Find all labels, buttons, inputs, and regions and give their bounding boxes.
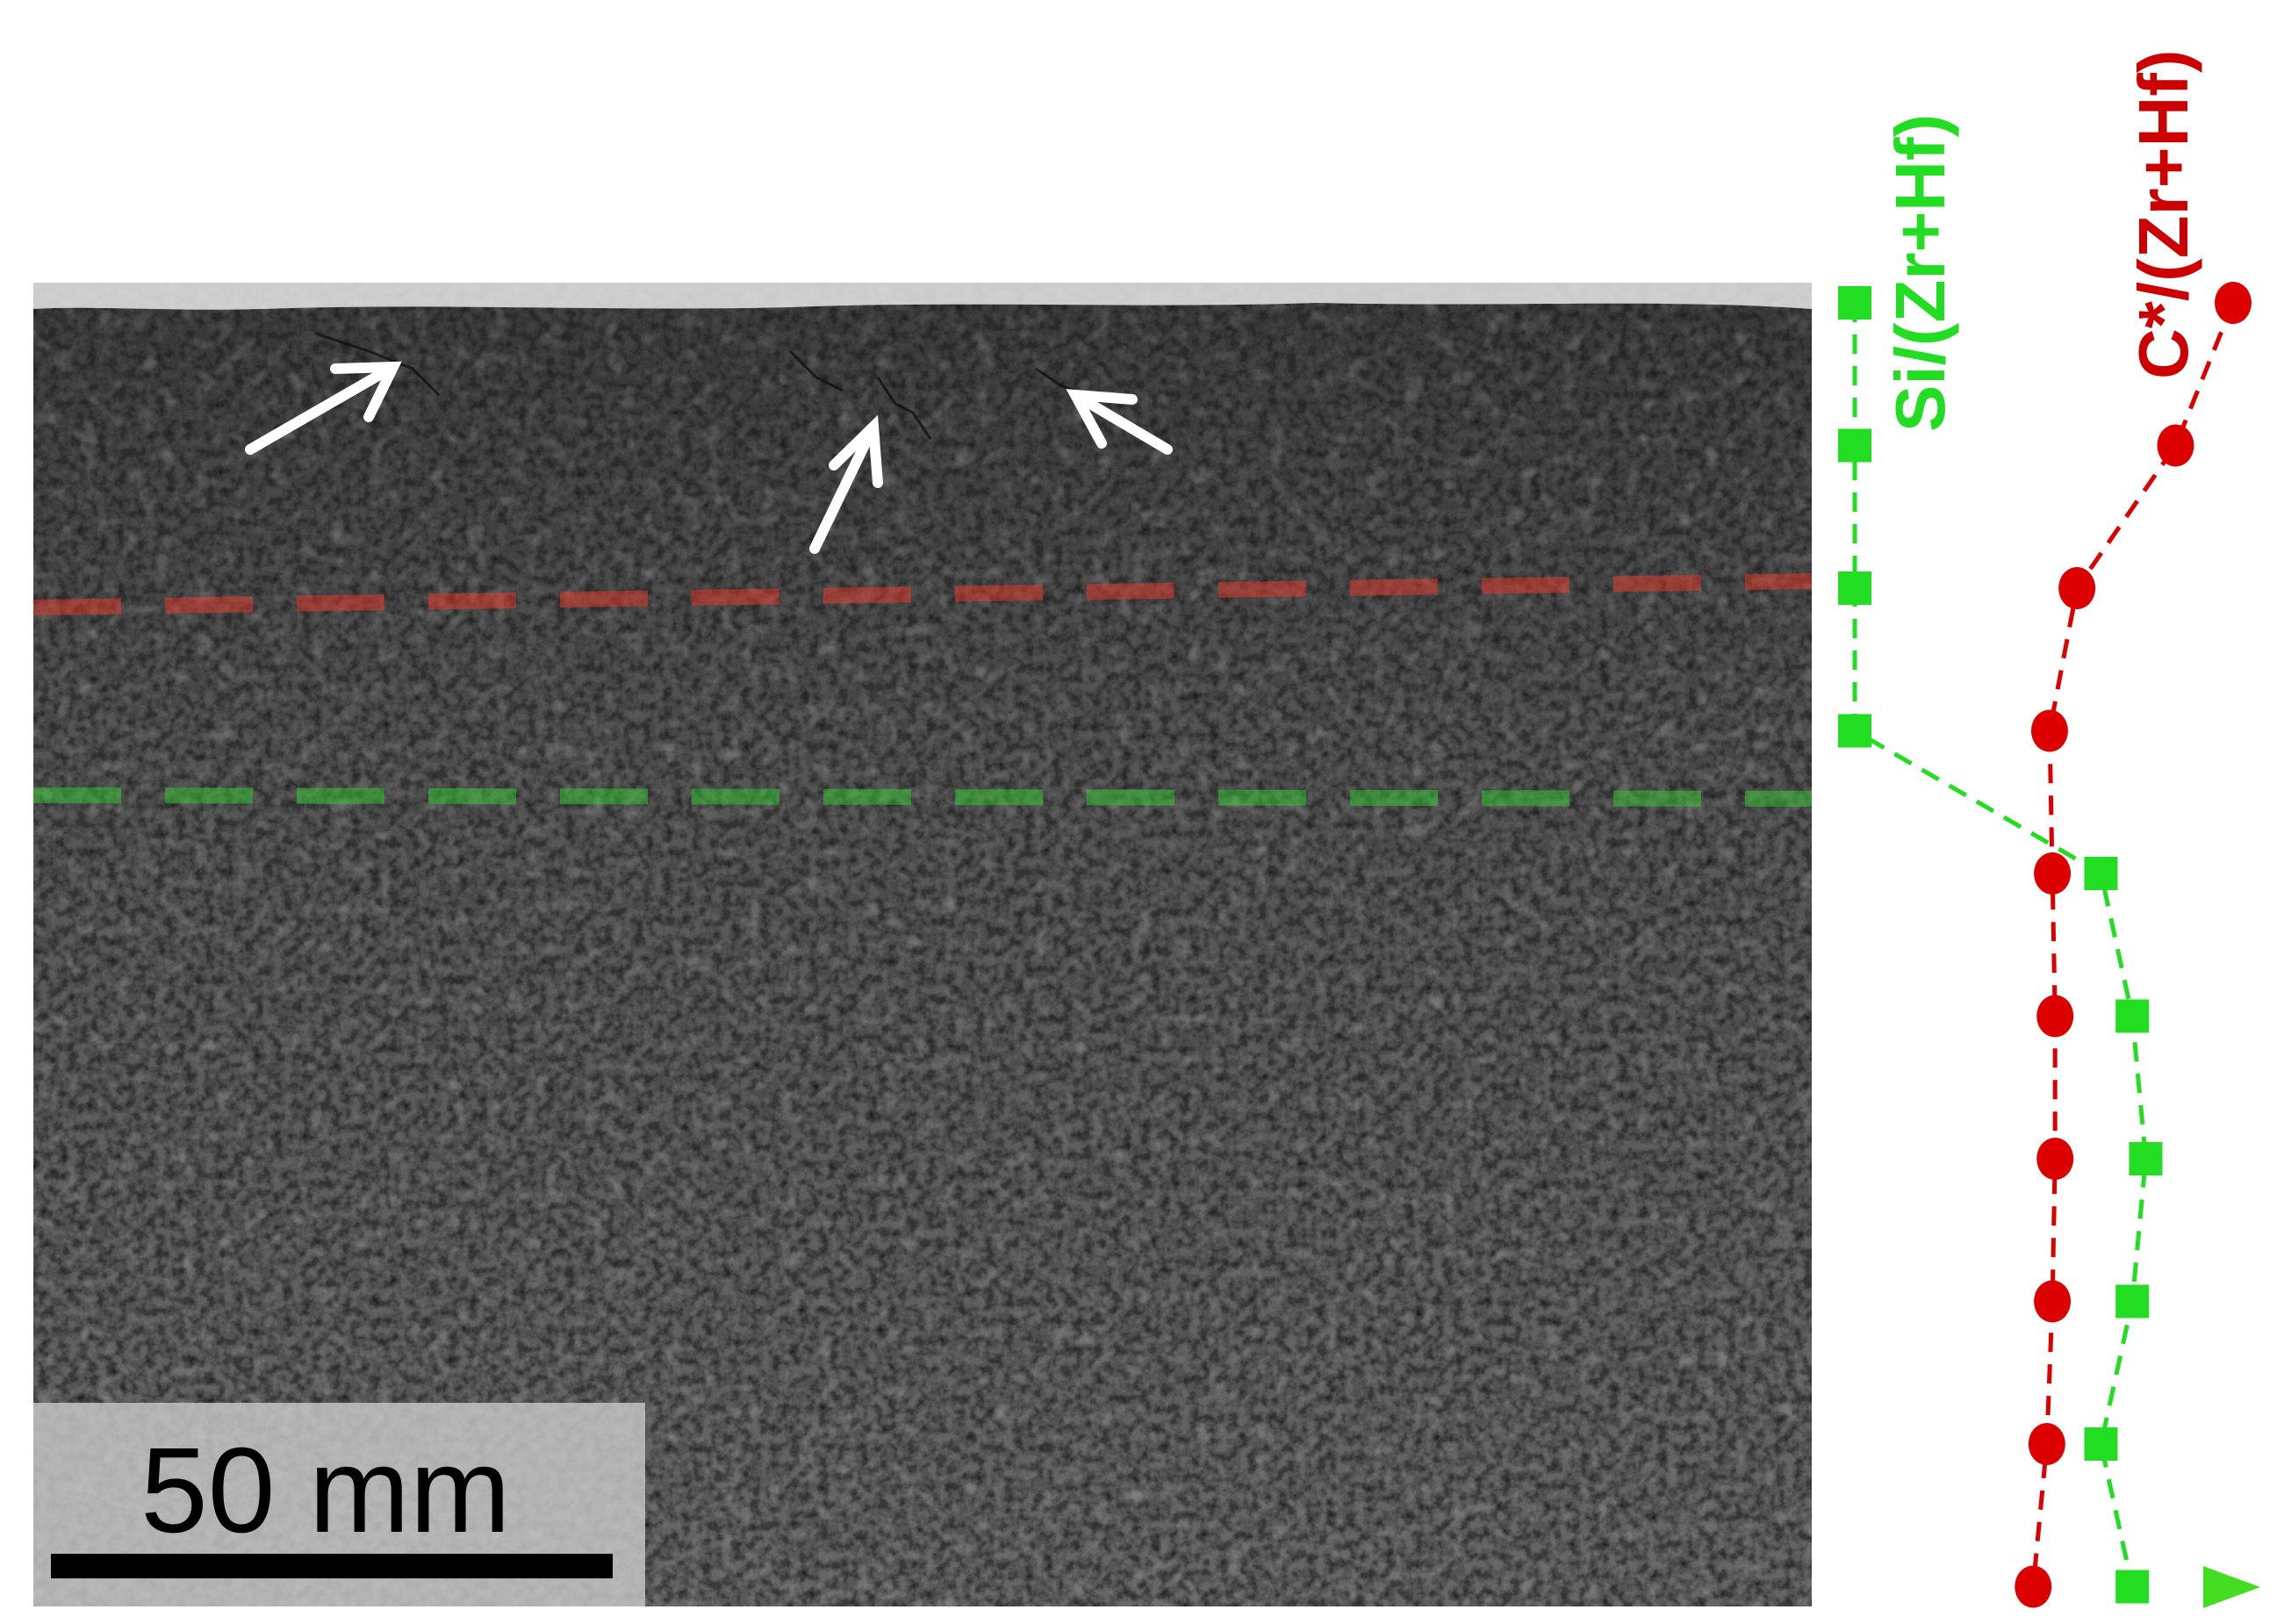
si-profile-label: Si/(Zr+Hf) xyxy=(1881,114,1959,432)
c-point-0 xyxy=(2215,282,2252,324)
crack-arrows xyxy=(245,361,1173,554)
si-point-6 xyxy=(2129,1142,2163,1175)
si-point-8 xyxy=(2084,1427,2118,1461)
red-boundary-line xyxy=(32,573,1813,615)
micrograph-highlights xyxy=(33,283,1812,1606)
c-point-3 xyxy=(2030,709,2068,752)
cracks xyxy=(315,332,1089,440)
si-point-7 xyxy=(2115,1284,2150,1319)
sem-micrograph: 50 mm xyxy=(32,283,1813,1606)
c-profile-points xyxy=(2015,282,2252,1608)
si-point-9 xyxy=(2115,1570,2150,1604)
c-point-5 xyxy=(2036,995,2074,1038)
scale-bar xyxy=(51,1554,613,1578)
arrow-left-icon xyxy=(245,361,402,455)
composition-profile: Si/(Zr+Hf) C*/(Zr+Hf) xyxy=(1817,49,2260,1608)
c-point-2 xyxy=(2058,567,2096,609)
si-point-5 xyxy=(2115,999,2150,1033)
scale-bar-label: 50 mm xyxy=(140,1423,511,1558)
si-point-0 xyxy=(1838,286,1871,320)
arrow-right-icon xyxy=(1066,389,1173,455)
surface-edge xyxy=(33,283,1812,310)
si-point-3 xyxy=(1838,714,1871,748)
c-point-7 xyxy=(2034,1280,2072,1323)
si-profile-line xyxy=(1852,303,2149,1588)
c-point-6 xyxy=(2036,1138,2074,1180)
c-profile-label: C*/(Zr+Hf) xyxy=(2124,49,2202,379)
green-boundary-line xyxy=(32,787,1813,807)
depth-axis-arrowhead-icon xyxy=(2203,1566,2260,1608)
c-point-1 xyxy=(2157,424,2194,467)
si-point-4 xyxy=(2084,857,2118,890)
si-profile-points xyxy=(1838,286,2163,1604)
c-point-8 xyxy=(2028,1423,2065,1465)
c-profile-line xyxy=(2030,302,2236,1587)
arrow-middle-icon xyxy=(809,414,883,554)
c-point-9 xyxy=(2015,1565,2052,1608)
si-point-1 xyxy=(1838,428,1871,463)
c-point-4 xyxy=(2034,852,2072,895)
si-point-2 xyxy=(1838,571,1871,605)
